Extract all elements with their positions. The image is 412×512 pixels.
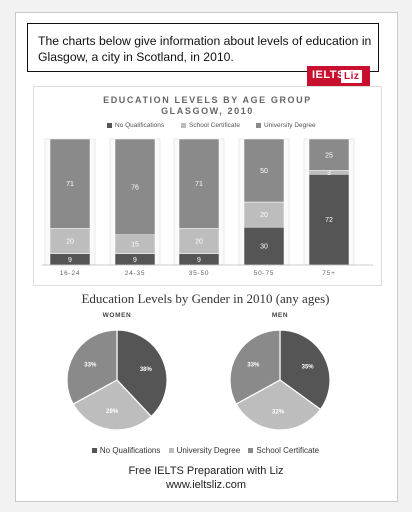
bar-segment <box>243 138 285 203</box>
bar-data-label: 20 <box>260 212 268 219</box>
pie-slice <box>279 329 331 411</box>
bar-data-label: 30 <box>260 244 268 251</box>
pie-slice <box>66 329 118 405</box>
badge-right: Liz <box>341 70 363 83</box>
pie-slice <box>235 379 322 431</box>
bar-category-label: 16-24 <box>60 270 81 277</box>
bar-data-label: 9 <box>197 257 201 264</box>
bar-segment <box>49 228 91 254</box>
bar-category-label: 35-50 <box>189 270 210 277</box>
pie-legend: No Qualifications University Degree Scho… <box>33 446 378 455</box>
bar-segment <box>49 138 91 229</box>
bar-data-label: 15 <box>131 242 139 249</box>
bar-chart-title: EDUCATION LEVELS BY AGE GROUP <box>103 95 312 105</box>
bar-category-label: 24-35 <box>125 270 146 277</box>
bar-segment <box>178 138 220 229</box>
bar-data-label: 9 <box>68 257 72 264</box>
bar-chart-subtitle: GLASGOW, 2010 <box>161 106 254 116</box>
ielts-liz-badge: IELTS Liz <box>307 66 370 86</box>
footer-line-1: Free IELTS Preparation with Liz <box>128 465 284 477</box>
pie-legend-university-degree: University Degree <box>168 446 240 455</box>
bar-chart-svg: 9 20 71 16-24 9 15 76 24-35 9 20 71 35-50 30 20 50 50-7… <box>42 138 373 277</box>
pie-chart-subtitle: MEN <box>272 312 288 319</box>
footer-line-2: www.ieltsliz.com <box>165 479 247 491</box>
pie-legend-school-certificate: School Certificate <box>248 446 319 455</box>
bar-data-label: 76 <box>131 184 139 191</box>
bar-legend-university-degree: University Degree <box>256 122 316 129</box>
pie-slice-label: 38% <box>140 367 153 373</box>
bar-data-label: 20 <box>66 239 74 246</box>
bar-chart-panel: EDUCATION LEVELS BY AGE GROUP GLASGOW, 2… <box>33 86 382 286</box>
bar-data-label: 71 <box>66 181 74 188</box>
pie-chart-title: Education Levels by Gender in 2010 (any … <box>81 291 330 306</box>
bar-segment <box>243 226 285 266</box>
bar-category-label: 75+ <box>322 270 335 277</box>
pie-slice-label: 35% <box>302 364 315 370</box>
bar-segment <box>308 174 350 266</box>
pie-slice <box>72 379 153 431</box>
bar-data-label: 20 <box>195 239 203 246</box>
bar-legend-no-qualifications: No Qualifications <box>107 122 164 129</box>
badge-left: IELTS <box>312 69 345 81</box>
bar-data-label: 25 <box>325 152 333 159</box>
bar-category-label: 50-75 <box>254 270 275 277</box>
prompt-text: The charts below give information about … <box>38 34 372 64</box>
pie-slice-label: 32% <box>272 409 285 415</box>
pie-charts-svg: WOMEN 38% 29% 33% MEN 35% 32% 33% <box>66 312 331 431</box>
pie-slice <box>229 329 281 405</box>
pie-legend-no-qualifications: No Qualifications <box>91 446 160 455</box>
pie-slice-label: 33% <box>84 363 97 369</box>
pie-chart-subtitle: WOMEN <box>103 312 132 319</box>
bar-segment <box>114 138 156 236</box>
bar-legend-school-certificate: School Certificate <box>181 122 240 129</box>
pie-slice <box>116 329 168 418</box>
bar-data-label: 3 <box>327 170 331 177</box>
bar-data-label: 72 <box>325 217 333 224</box>
bar-segment <box>243 201 285 228</box>
bar-data-label: 9 <box>133 257 137 264</box>
bar-segment <box>308 138 350 171</box>
pie-slice-label: 33% <box>247 363 260 369</box>
bar-data-label: 50 <box>260 168 268 175</box>
prompt-box: The charts below give information about … <box>27 23 379 72</box>
bar-data-label: 71 <box>195 181 203 188</box>
pie-slice-label: 29% <box>106 409 119 415</box>
bar-segment <box>178 228 220 254</box>
